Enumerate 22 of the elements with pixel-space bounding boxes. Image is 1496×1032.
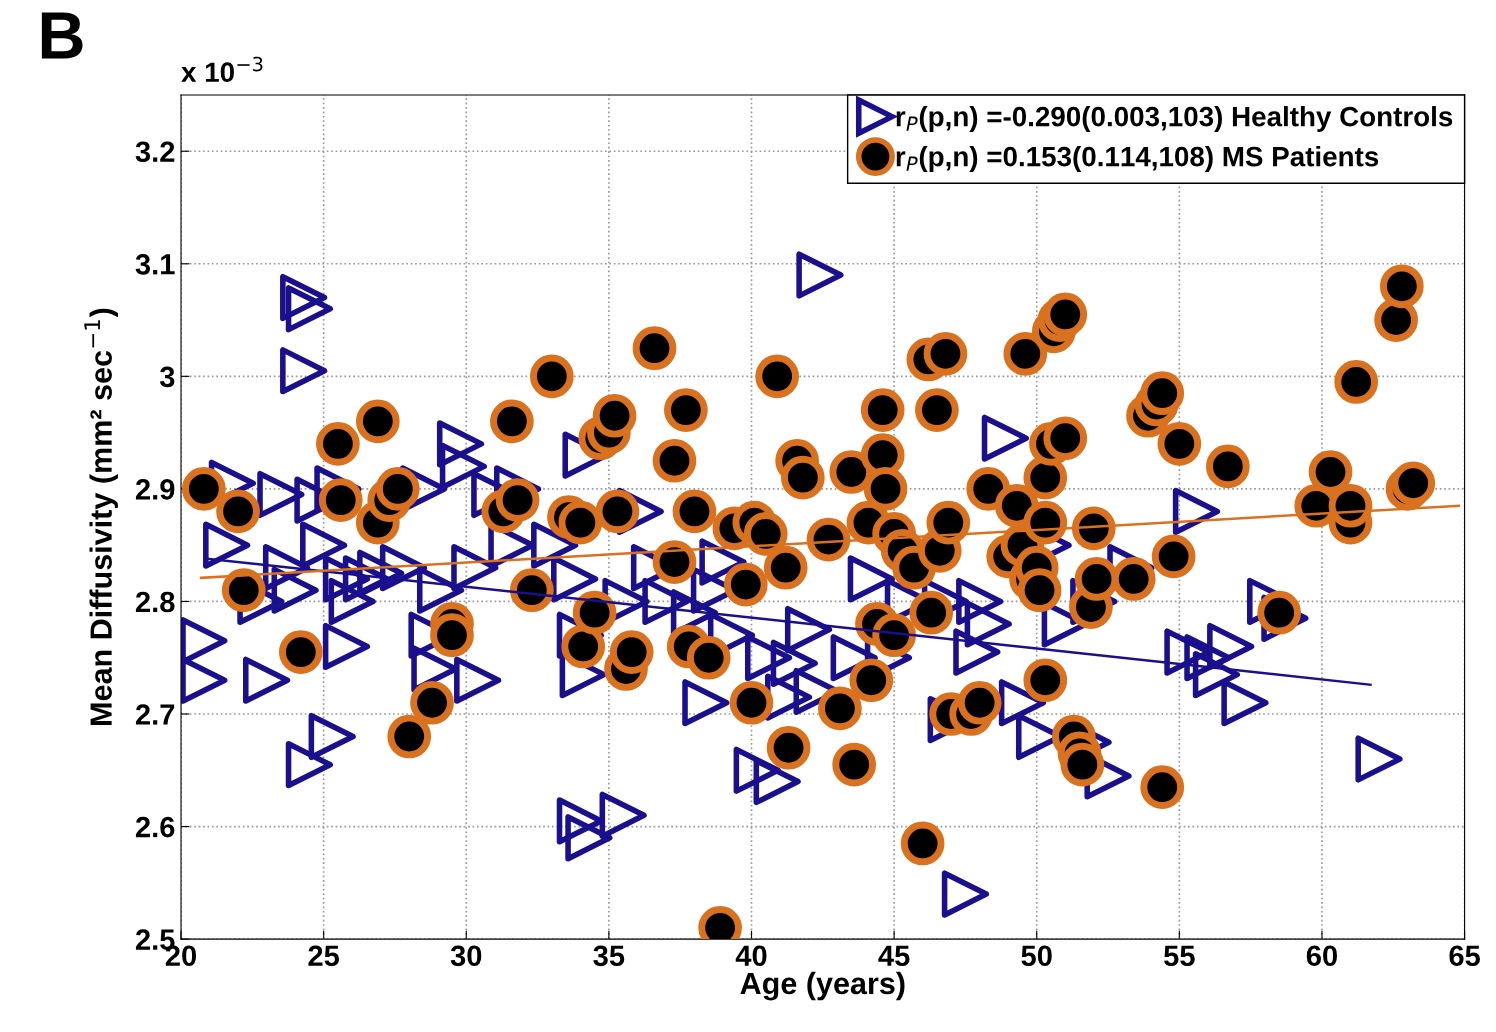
y-axis-title: Mean Diffusivity (mm² sec$^{−1}$) <box>84 308 118 725</box>
x-tick-label: 55 <box>1164 945 1195 967</box>
y-tick-label: 3.2 <box>135 141 175 163</box>
y-tick-label: 3.1 <box>135 253 175 275</box>
y-tick-label: 2.7 <box>135 704 175 725</box>
x-tick-label: 60 <box>1306 945 1337 967</box>
x-tick-label: 65 <box>1449 945 1480 967</box>
y-tick-label: 2.8 <box>135 591 175 613</box>
x-tick-label: 40 <box>735 945 767 967</box>
legend-label: r$_{P}$(p,n) =-0.290(0.003,103) Healthy Controls <box>896 106 1453 132</box>
x-tick-label: 35 <box>593 945 625 967</box>
y-tick-label: 2.9 <box>135 479 175 500</box>
x-tick-label: 50 <box>1021 945 1052 967</box>
legend-label: r$_{P}$(p,n) =0.153(0.114,108) MS Patients <box>896 146 1379 172</box>
x-tick-label: 45 <box>878 945 910 967</box>
y-tick-label: 3 <box>159 366 175 388</box>
x-tick-label: 30 <box>450 945 482 967</box>
x-axis-title: Age (years) <box>740 971 905 1001</box>
text: B <box>41 12 83 59</box>
x-tick-label: 25 <box>308 945 340 967</box>
text: x 10$^{−3}$ <box>181 56 263 83</box>
y-tick-label: 2.6 <box>135 816 175 838</box>
